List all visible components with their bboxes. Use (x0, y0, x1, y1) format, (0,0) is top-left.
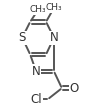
Text: Cl: Cl (30, 93, 42, 106)
Text: CH₃: CH₃ (46, 3, 62, 12)
Text: N: N (50, 31, 58, 44)
Text: N: N (32, 65, 40, 78)
Text: O: O (69, 82, 78, 95)
Text: S: S (19, 31, 26, 44)
Text: CH₃: CH₃ (30, 5, 46, 14)
